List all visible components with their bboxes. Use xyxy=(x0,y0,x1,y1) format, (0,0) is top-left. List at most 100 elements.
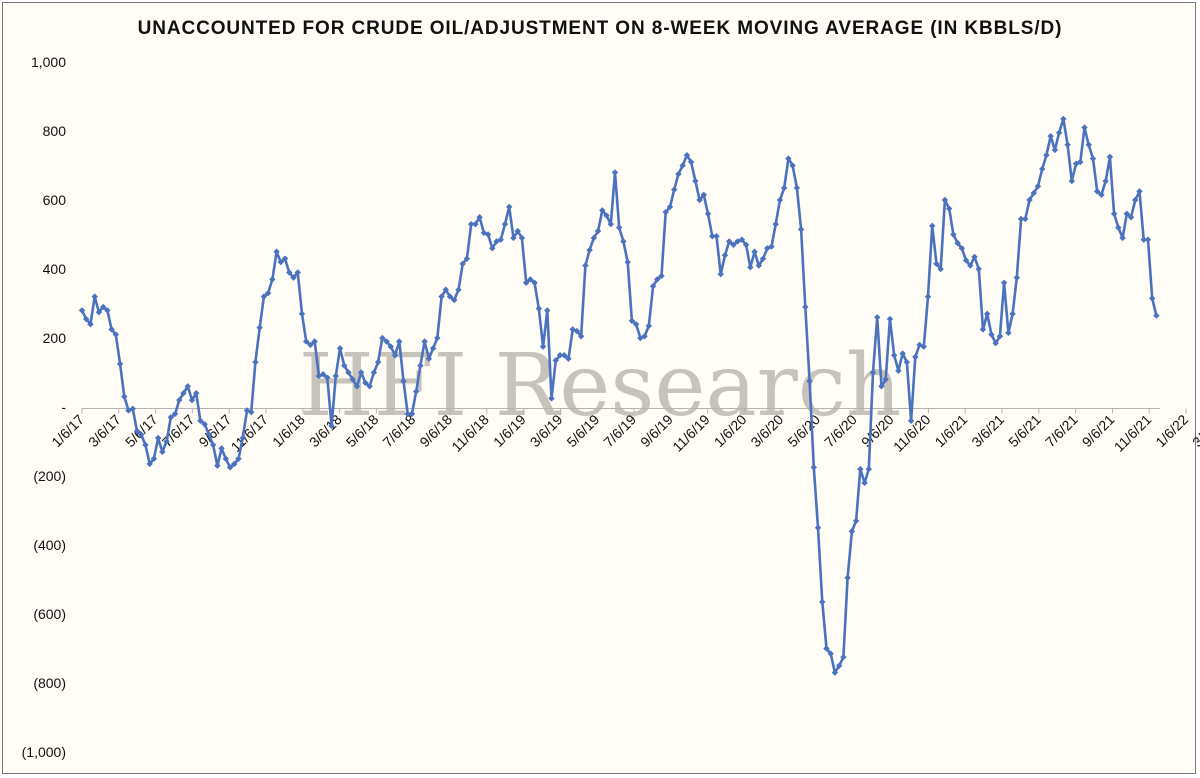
data-point xyxy=(522,279,530,286)
data-point xyxy=(400,377,407,385)
y-tick-label: (1,000) xyxy=(22,744,66,760)
data-point xyxy=(362,379,369,387)
data-point xyxy=(489,245,496,252)
data-point xyxy=(154,434,162,442)
data-point xyxy=(814,524,822,531)
data-point xyxy=(827,650,834,657)
data-point xyxy=(992,339,999,347)
data-point xyxy=(717,270,724,278)
data-point xyxy=(768,243,775,250)
data-point xyxy=(810,464,817,471)
data-point xyxy=(1136,188,1143,195)
data-point xyxy=(785,155,792,162)
data-point xyxy=(1153,312,1160,319)
data-point xyxy=(387,343,394,350)
data-point xyxy=(226,464,234,471)
x-tick-label: 11/6/21 xyxy=(1111,411,1155,455)
data-point xyxy=(975,265,982,273)
data-point xyxy=(218,445,225,452)
data-point xyxy=(273,248,280,255)
x-tick-label: 5/6/21 xyxy=(1005,411,1044,450)
data-point xyxy=(357,369,365,376)
data-point xyxy=(446,293,454,300)
data-point xyxy=(666,203,674,211)
data-point xyxy=(527,276,534,283)
data-point xyxy=(455,286,462,293)
data-point xyxy=(704,210,712,217)
data-point xyxy=(1089,155,1097,162)
data-point xyxy=(954,239,961,247)
data-point xyxy=(294,269,301,276)
data-point xyxy=(713,233,720,240)
data-point xyxy=(907,417,915,424)
data-point xyxy=(535,305,543,312)
data-point xyxy=(193,390,200,397)
y-tick-label: 400 xyxy=(43,261,67,277)
data-point xyxy=(83,315,90,323)
data-point xyxy=(844,574,851,581)
data-point xyxy=(556,352,564,359)
data-point xyxy=(1060,115,1067,123)
data-point xyxy=(159,448,166,456)
data-point xyxy=(264,289,272,297)
data-point xyxy=(417,362,424,369)
data-point xyxy=(577,333,585,340)
data-point xyxy=(281,255,289,262)
data-point xyxy=(1034,183,1042,190)
data-point xyxy=(544,307,551,314)
data-point xyxy=(188,396,196,404)
data-point xyxy=(87,321,94,328)
data-point xyxy=(539,343,547,350)
data-point xyxy=(1017,215,1025,223)
data-point xyxy=(412,388,420,395)
data-point xyxy=(967,262,974,269)
data-point xyxy=(99,303,107,311)
data-point xyxy=(561,352,568,359)
data-point xyxy=(396,338,403,345)
data-point xyxy=(277,258,285,266)
data-point xyxy=(370,369,378,376)
data-point xyxy=(205,431,213,438)
data-point xyxy=(654,276,661,283)
data-point xyxy=(302,338,310,345)
data-point xyxy=(260,293,268,300)
data-point xyxy=(290,274,297,281)
y-tick-label: (600) xyxy=(33,606,66,622)
data-point xyxy=(780,184,788,192)
data-point xyxy=(645,322,653,330)
data-point xyxy=(945,205,953,212)
data-point xyxy=(916,341,923,349)
data-point xyxy=(434,334,441,342)
data-point xyxy=(831,669,839,676)
data-point xyxy=(425,355,433,362)
data-point xyxy=(176,396,183,404)
data-point xyxy=(286,269,293,276)
data-point xyxy=(459,260,466,268)
data-point xyxy=(150,455,158,462)
data-point xyxy=(874,314,881,321)
y-tick-label: 800 xyxy=(43,123,67,139)
data-point xyxy=(848,528,856,535)
watermark: HFI Research xyxy=(299,336,902,436)
data-point xyxy=(687,158,695,166)
data-point xyxy=(721,252,729,259)
data-point xyxy=(133,427,141,435)
data-point xyxy=(184,383,191,390)
data-point xyxy=(104,307,111,314)
data-point xyxy=(1022,215,1029,223)
data-point xyxy=(755,262,762,269)
data-point xyxy=(531,279,538,286)
data-point xyxy=(624,258,631,266)
data-point xyxy=(857,465,864,473)
data-point xyxy=(772,220,779,228)
data-point xyxy=(252,358,259,366)
data-point xyxy=(1119,234,1126,242)
data-point xyxy=(971,253,978,261)
data-point xyxy=(366,383,373,390)
data-point xyxy=(510,234,517,242)
data-point xyxy=(214,462,221,469)
data-point xyxy=(950,231,957,238)
data-point xyxy=(1094,188,1101,195)
data-point xyxy=(248,408,255,416)
